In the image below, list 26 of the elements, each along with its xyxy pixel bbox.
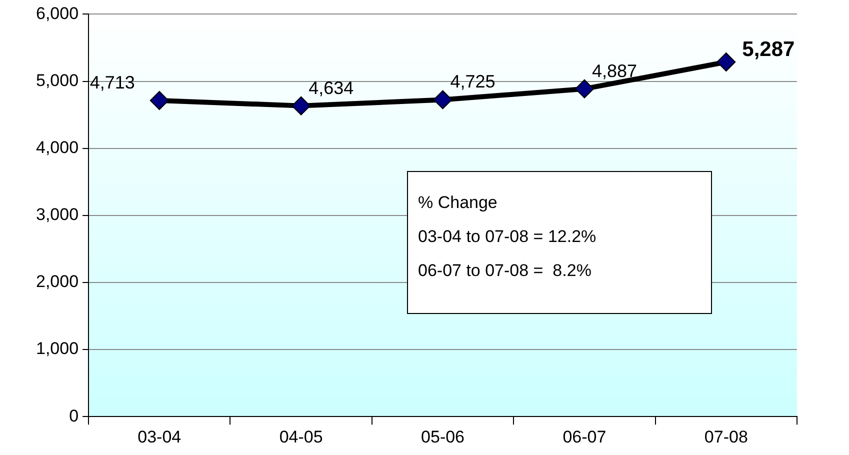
x-tick-label: 03-04 (138, 427, 182, 446)
annotation: 03-04 to 07-08 = 12.2% (418, 226, 598, 248)
y-tick-label: 4,000 (36, 138, 79, 158)
note-box: % Change 03-04 to 07-08 = 12.2% 06-07 to 07-08 = 8.2% (407, 171, 712, 314)
point (433, 90, 452, 110)
data-label: 4,725 (450, 72, 496, 92)
x-tick-label: 04-05 (279, 427, 323, 446)
y-tick-label: 6,000 (36, 4, 79, 23)
data-label: 5,287 (742, 38, 795, 61)
data-label: 4,713 (90, 72, 135, 92)
x-tick-label: 05-06 (421, 427, 465, 446)
point (716, 52, 736, 72)
data-label: 4,887 (592, 60, 637, 81)
annotation: % Change (418, 192, 498, 214)
y-tick-label: 5,000 (36, 70, 79, 90)
annotation: 06-07 to 07-08 = 8.2% (418, 260, 592, 282)
data-label: 4,634 (308, 78, 354, 98)
x-tick-label: 06-07 (562, 427, 606, 446)
point (292, 96, 311, 116)
point (574, 79, 594, 98)
point (150, 91, 169, 110)
y-tick-label: 0 (69, 406, 79, 426)
y-tick-label: 1,000 (36, 339, 79, 358)
y-tick-label: 3,000 (36, 205, 79, 224)
y-tick-label: 2,000 (36, 272, 79, 292)
x-tick-label: 07-08 (704, 427, 748, 446)
